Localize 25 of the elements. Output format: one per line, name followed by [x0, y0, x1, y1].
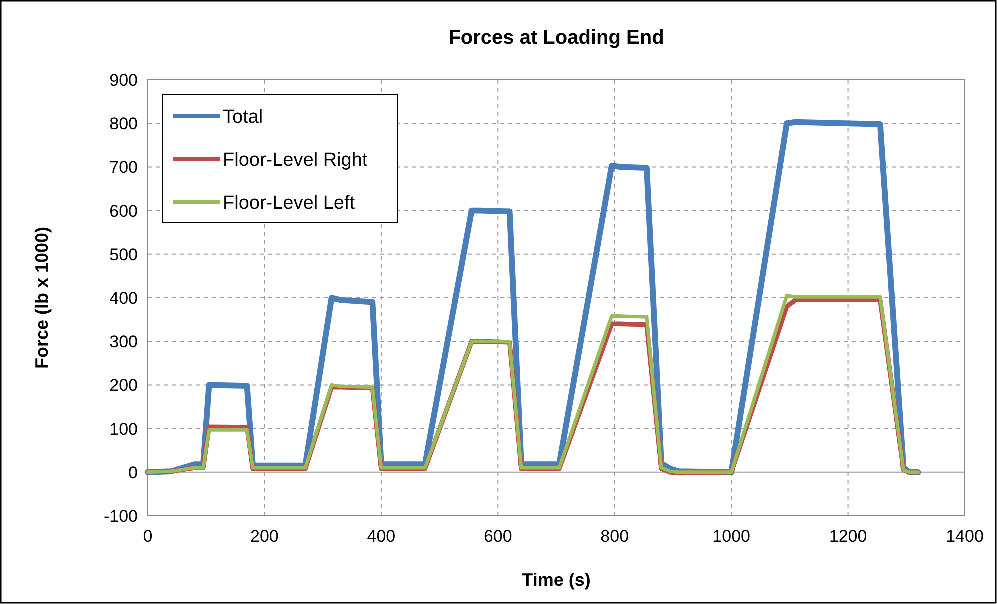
- x-axis-title: Time (s): [522, 570, 591, 590]
- x-tick-label: 1400: [946, 527, 984, 546]
- x-tick-label: 800: [600, 527, 630, 546]
- x-tick-label: 600: [484, 527, 512, 546]
- x-tick-label: 1200: [829, 527, 868, 546]
- y-tick-label: 100: [110, 420, 138, 439]
- y-tick-label: 300: [110, 332, 138, 352]
- y-tick-label: 900: [110, 71, 138, 90]
- y-tick-label: 800: [110, 114, 138, 134]
- y-tick-label: 700: [110, 158, 138, 178]
- y-axis-title: Force (lb x 1000): [32, 226, 52, 370]
- y-tick-label: -100: [104, 507, 138, 526]
- x-tick-label: 1000: [712, 527, 750, 546]
- legend-label: Floor-Level Right: [223, 150, 368, 171]
- x-tick-label: 0: [143, 527, 153, 546]
- chart-title: Forces at Loading End: [448, 27, 664, 49]
- y-tick-label: 600: [110, 202, 138, 221]
- y-tick-label: 200: [110, 376, 138, 396]
- y-tick-label: 500: [110, 245, 138, 264]
- y-tick-label: 400: [110, 289, 138, 308]
- x-tick-label: 200: [250, 527, 279, 546]
- y-tick-label: 0: [128, 463, 138, 482]
- legend-label: Floor-Level Left: [223, 193, 356, 214]
- x-tick-label: 400: [367, 527, 396, 546]
- legend-label: Total: [223, 107, 264, 128]
